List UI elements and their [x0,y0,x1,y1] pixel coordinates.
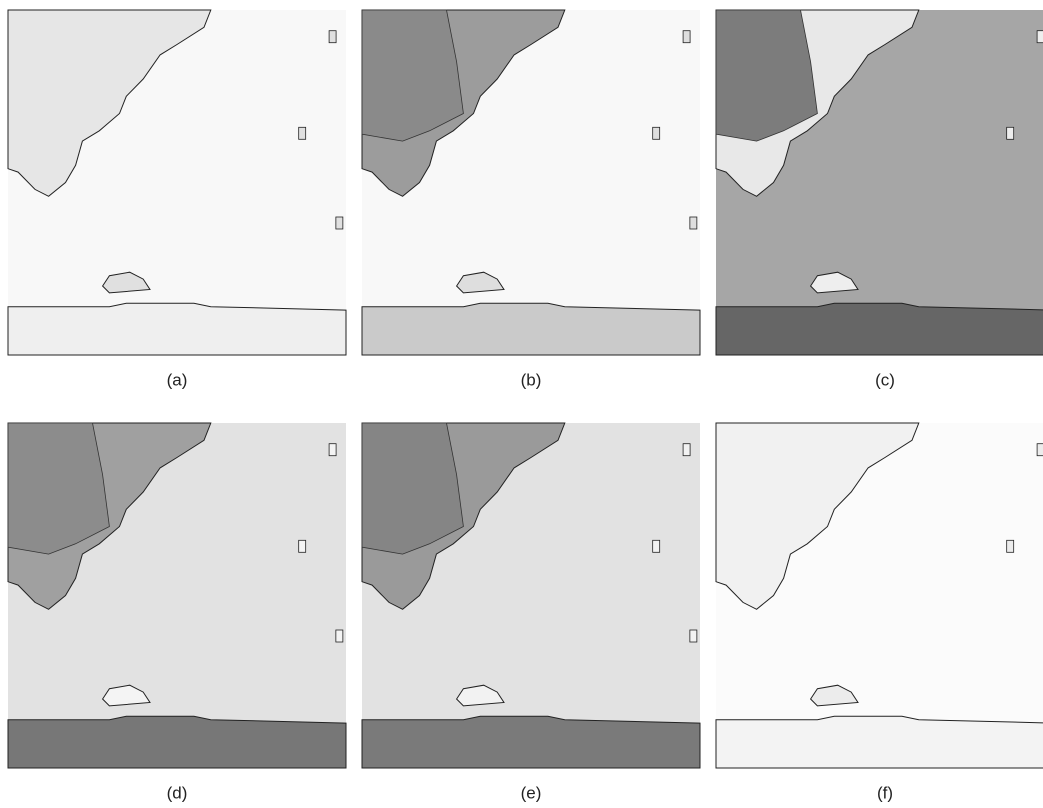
panel: (c) [716,10,1043,389]
region [1037,31,1043,43]
region [8,716,346,768]
caption: (c) [875,370,895,389]
region [1037,444,1043,456]
region [362,10,463,141]
caption: (a) [167,370,188,389]
region [716,716,1043,768]
caption: (e) [521,783,542,802]
region [653,540,660,552]
figure: (a) (b) (c) (d) (e) (f) [0,0,1043,803]
region [362,423,463,554]
region [329,31,336,43]
region [683,31,690,43]
panel: (e) [362,423,700,802]
region [1007,540,1014,552]
caption: (d) [167,783,188,802]
region [336,630,343,642]
region [1007,127,1014,139]
region [336,217,343,229]
panel: (a) [8,10,346,389]
region [683,444,690,456]
region [690,630,697,642]
region [299,540,306,552]
region [690,217,697,229]
caption: (b) [521,370,542,389]
region [362,303,700,355]
region [362,716,700,768]
panel: (d) [8,423,346,802]
page: {"figure": {"panels": [ {"caption": "(a)… [0,0,1043,803]
panel: (b) [362,10,700,389]
panel: (f) [716,423,1043,802]
region [8,303,346,355]
region [716,10,817,141]
region [716,303,1043,355]
region [329,444,336,456]
region [653,127,660,139]
region [299,127,306,139]
region [8,423,109,554]
caption: (f) [877,783,893,802]
